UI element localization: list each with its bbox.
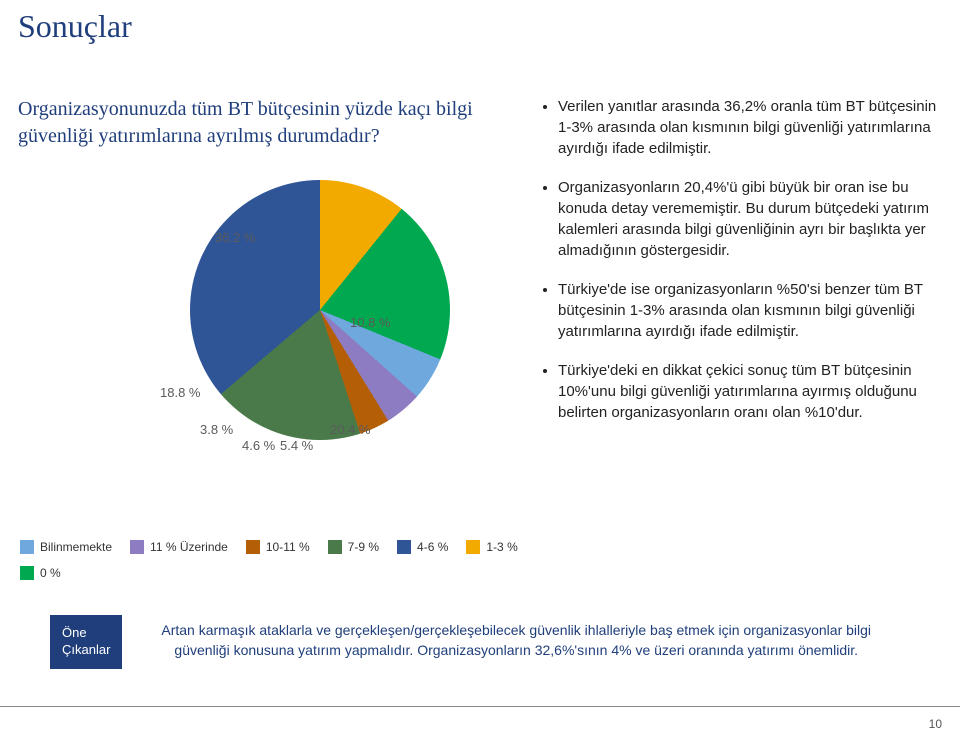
slice-label-36-2: 36.2 % (215, 230, 255, 245)
chart-legend: Bilinmemekte 11 % Üzerinde 10-11 % 7-9 % 4-6… (20, 540, 530, 580)
legend-item: 1-3 % (466, 540, 517, 554)
legend-label: 10-11 % (266, 540, 310, 554)
legend-item: 7-9 % (328, 540, 379, 554)
slice-label-10-8: 10.8 % (350, 315, 390, 330)
legend-item: Bilinmemekte (20, 540, 112, 554)
bullet-item: Türkiye'deki en dikkat çekici sonuç tüm … (558, 360, 940, 423)
bullet-list: Verilen yanıtlar arasında 36,2% oranla t… (540, 96, 940, 441)
legend-swatch (20, 566, 34, 580)
legend-swatch (246, 540, 260, 554)
legend-label: 11 % Üzerinde (150, 540, 228, 554)
legend-label: Bilinmemekte (40, 540, 112, 554)
chart-question: Organizasyonunuzda tüm BT bütçesinin yüz… (18, 96, 498, 150)
slice-label-20-4: 20.4 % (330, 422, 370, 437)
legend-label: 7-9 % (348, 540, 379, 554)
bullet-item: Organizasyonların 20,4%'ü gibi büyük bir… (558, 177, 940, 261)
legend-swatch (328, 540, 342, 554)
slice-label-18-8: 18.8 % (160, 385, 200, 400)
legend-item: 4-6 % (397, 540, 448, 554)
slice-label-5-4: 5.4 % (280, 438, 313, 453)
callout-tab: Öne Çıkanlar (50, 615, 122, 669)
callout-box: Öne Çıkanlar Artan karmaşık ataklarla ve… (50, 615, 910, 669)
page-title: Sonuçlar (18, 8, 132, 45)
legend-swatch (20, 540, 34, 554)
legend-label: 0 % (40, 566, 61, 580)
page-number: 10 (929, 717, 942, 731)
bullet-item: Verilen yanıtlar arasında 36,2% oranla t… (558, 96, 940, 159)
pie-chart: 36.2 % 10.8 % 20.4 % 5.4 % 4.6 % 3.8 % 1… (160, 160, 480, 530)
legend-swatch (397, 540, 411, 554)
slice-label-4-6: 4.6 % (242, 438, 275, 453)
legend-label: 1-3 % (486, 540, 517, 554)
legend-swatch (130, 540, 144, 554)
callout-body: Artan karmaşık ataklarla ve gerçekleşen/… (122, 615, 910, 669)
legend-item: 10-11 % (246, 540, 310, 554)
slice-label-3-8: 3.8 % (200, 422, 233, 437)
legend-item: 11 % Üzerinde (130, 540, 228, 554)
footer-rule (0, 706, 960, 707)
legend-item: 0 % (20, 566, 61, 580)
bullet-item: Türkiye'de ise organizasyonların %50'si … (558, 279, 940, 342)
legend-swatch (466, 540, 480, 554)
legend-label: 4-6 % (417, 540, 448, 554)
